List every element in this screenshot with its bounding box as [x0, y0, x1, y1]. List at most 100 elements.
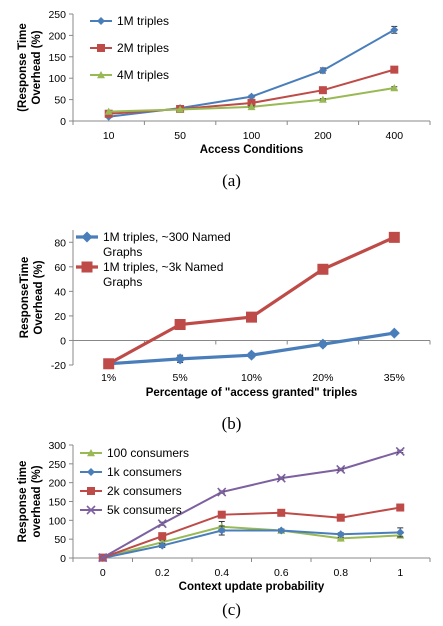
series-line: [107, 235, 395, 366]
y-tick-label: 0: [60, 116, 66, 128]
data-point: [317, 338, 329, 350]
legend-marker: [97, 71, 105, 79]
x-tick-label: 50: [174, 130, 186, 142]
legend-marker: [87, 468, 95, 476]
figure-caption: (b): [222, 414, 242, 433]
legend-marker: [97, 17, 105, 25]
x-tick-label: 35%: [384, 372, 405, 384]
y-tick-label: 60: [54, 262, 66, 274]
series-line: [102, 450, 401, 559]
data-point: [98, 553, 108, 563]
data-point: [174, 319, 186, 330]
data-point: [388, 327, 400, 339]
data-point: [336, 530, 345, 539]
data-point: [390, 84, 399, 92]
legend-label: 5k consumers: [107, 503, 182, 517]
data-point: [246, 349, 257, 361]
x-tick-label: 0: [100, 567, 106, 579]
x-tick-label: 1: [397, 567, 403, 579]
legend-label: 100 consumers: [107, 446, 189, 460]
y-axis-label: ResponseTime Overhead (%): [19, 257, 45, 339]
legend-entry: 2M triples: [90, 41, 169, 55]
y-tick-label: 0: [60, 335, 66, 347]
y-tick-label: 50: [54, 534, 66, 546]
y-tick-label: 250: [48, 9, 66, 21]
x-tick-label: 10%: [241, 372, 262, 384]
data-point: [157, 519, 167, 529]
x-tick-label: 1%: [101, 372, 116, 384]
x-axis-label: Percentage of "access granted" triples: [146, 387, 358, 399]
data-point: [318, 66, 327, 75]
data-point: [217, 526, 226, 535]
legend-label: 2M triples: [117, 41, 169, 55]
data-point: [276, 473, 286, 483]
legend: 100 consumers 1k consumers 2k consumers 5k …: [80, 446, 189, 517]
legend-entry: 1M triples: [90, 14, 169, 28]
series-1: [103, 327, 400, 370]
y-tick-label: 50: [54, 95, 66, 107]
legend-marker: [81, 261, 93, 273]
series-3: [104, 84, 399, 115]
x-tick-label: 400: [386, 130, 404, 142]
data-point: [246, 311, 257, 323]
y-tick-label: 150: [48, 52, 66, 64]
chart-2: -20 0 20 40 60 80 1% 5% 10% 20% 35% Percentage of "…: [19, 230, 431, 433]
y-tick-label: 0: [60, 553, 66, 565]
y-tick-label: 100: [48, 73, 66, 85]
y-tick-label: 100: [48, 515, 66, 527]
legend-label: 2k consumers: [107, 484, 182, 498]
legend-entry: 1M triples, ~3k Named Graphs: [76, 260, 223, 289]
y-axis-label: (Response Time Overhead (%): [17, 23, 43, 112]
data-point: [217, 510, 226, 519]
legend-label: 1k consumers: [107, 465, 182, 479]
data-point: [247, 92, 256, 101]
series-4: [98, 446, 405, 563]
legend-marker: [97, 44, 105, 52]
legend-entry: 1k consumers: [80, 465, 182, 479]
data-point: [318, 86, 327, 95]
y-tick-label: 200: [48, 30, 66, 42]
x-tick-label: 10: [103, 130, 115, 142]
x-tick-label: 20%: [312, 372, 333, 384]
data-point: [317, 263, 329, 275]
legend: 1M triples 2M triples 4M triples: [90, 14, 169, 82]
x-axis-label: Context update probability: [179, 581, 325, 593]
chart-3: 0 50 100 150 200 250 300 0 0.2 0.4 0.6 0.8 1 Context …: [17, 440, 431, 619]
legend-label: 1M triples: [117, 14, 169, 28]
legend-marker: [81, 231, 93, 243]
legend-label: 1M triples, ~3k Named Graphs: [103, 260, 223, 289]
legend-marker: [86, 505, 96, 515]
data-point: [277, 526, 286, 535]
legend-marker: [87, 487, 95, 495]
data-point: [176, 105, 185, 113]
data-point: [388, 231, 400, 243]
legend-entry: 1M triples, ~300 Named Graphs: [76, 230, 231, 259]
data-point: [396, 528, 405, 537]
data-point: [390, 25, 399, 34]
data-point: [395, 446, 405, 456]
data-point: [390, 65, 399, 74]
x-axis-label: Access Conditions: [200, 144, 304, 156]
x-tick-label: 0.2: [155, 567, 170, 579]
x-tick-label: 100: [243, 130, 261, 142]
series-1: [98, 520, 405, 561]
figure-caption: (c): [222, 600, 241, 619]
data-point: [217, 487, 227, 497]
chart-1: 0 50 100 150 200 250 10 50 100 200 400 Access Condi…: [17, 9, 431, 190]
y-tick-label: 20: [54, 311, 66, 323]
data-point: [158, 532, 167, 541]
legend-entry: 2k consumers: [80, 484, 182, 498]
data-point: [104, 107, 113, 115]
x-tick-label: 5%: [173, 372, 188, 384]
x-tick-label: 0.8: [333, 567, 348, 579]
data-point: [174, 353, 186, 365]
data-point: [247, 102, 256, 111]
x-tick-label: 0.4: [214, 567, 229, 579]
data-point: [277, 508, 286, 517]
y-tick-label: 250: [48, 459, 66, 471]
y-tick-label: -20: [51, 360, 66, 372]
y-tick-label: 300: [48, 440, 66, 452]
legend-entry: 5k consumers: [80, 503, 182, 517]
data-point: [158, 541, 167, 550]
